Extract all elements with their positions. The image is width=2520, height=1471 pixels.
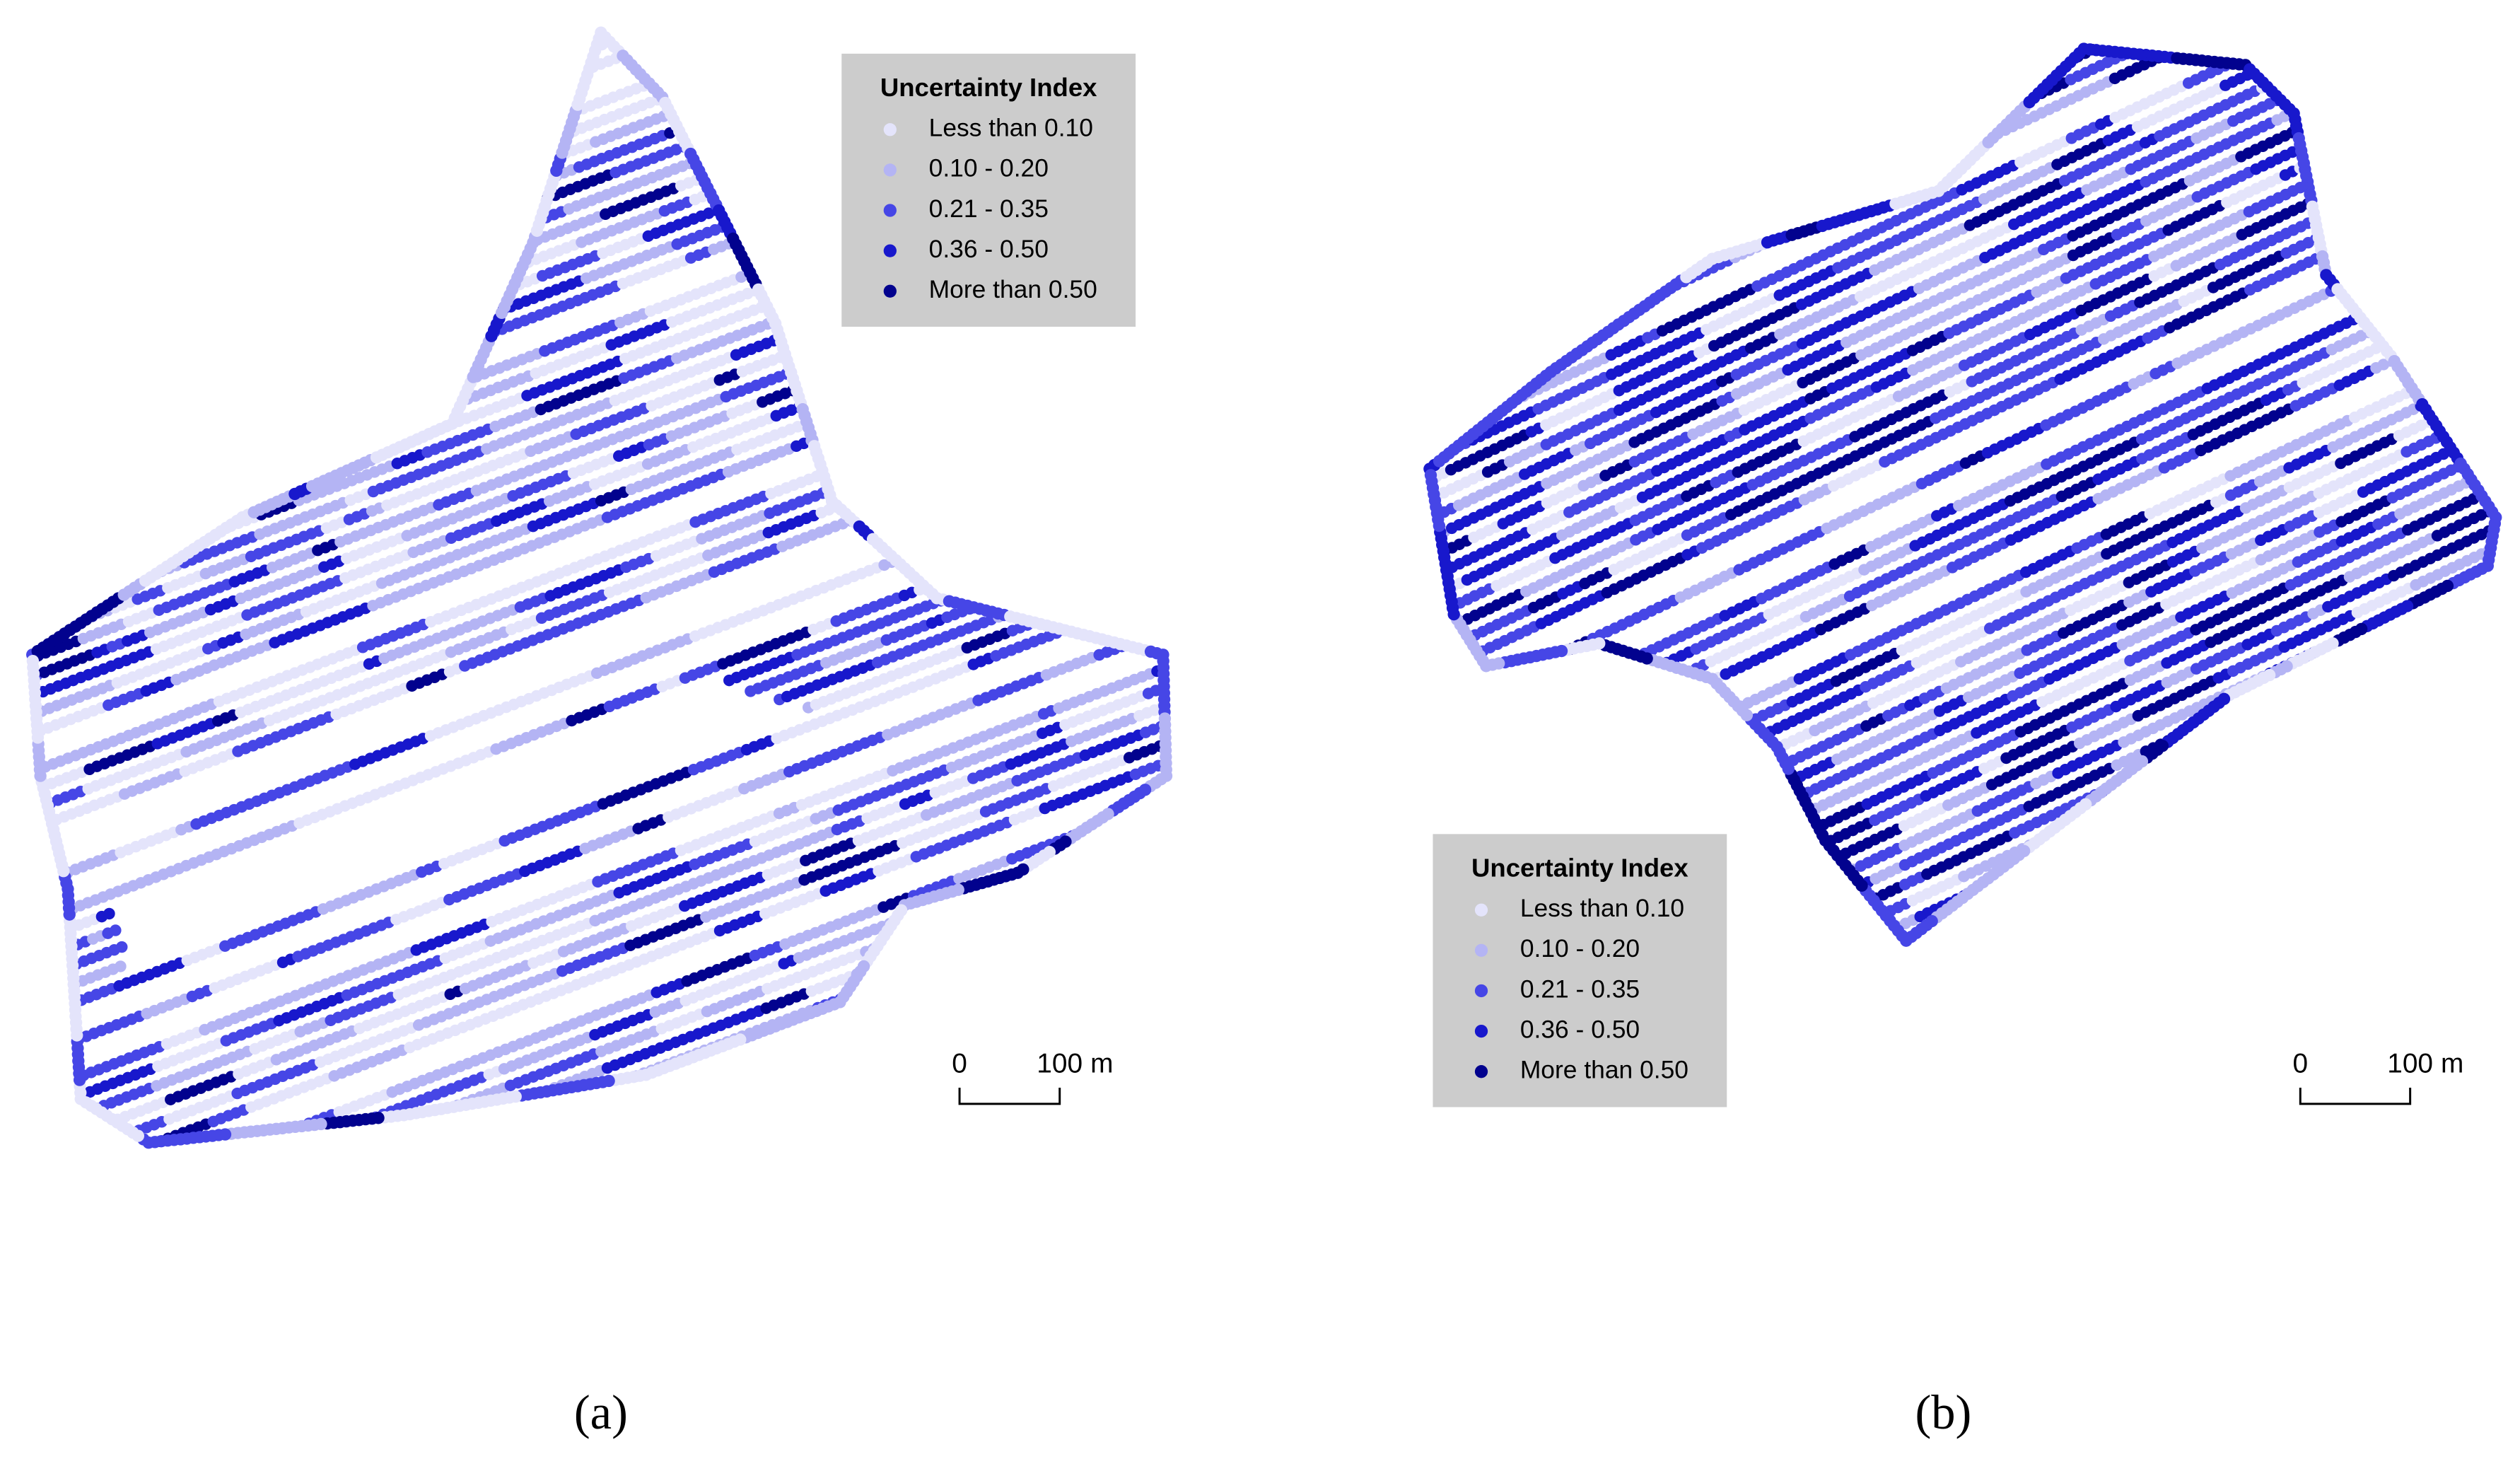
map-point xyxy=(115,960,127,972)
map-point xyxy=(116,941,128,953)
point-layer xyxy=(26,26,2502,1149)
map-point xyxy=(110,924,122,936)
point-cloud xyxy=(1423,42,2502,947)
point-cloud xyxy=(26,26,1173,1149)
map-point xyxy=(26,654,40,668)
map-point xyxy=(103,907,115,920)
